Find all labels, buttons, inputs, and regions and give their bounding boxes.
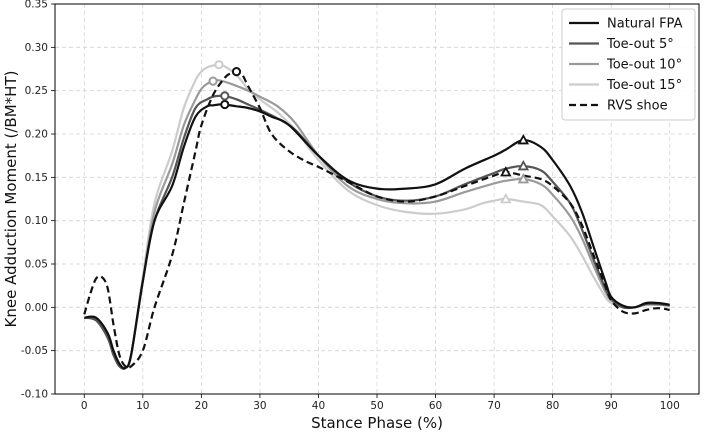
peak-markers — [208, 60, 530, 204]
y-tick-label: 0.15 — [25, 172, 48, 184]
x-tick-label: 10 — [136, 400, 149, 412]
circle-marker-toe-out-15 — [214, 60, 224, 70]
triangle-marker-toe-out-5 — [517, 160, 530, 171]
y-tick-label: -0.05 — [21, 345, 48, 357]
triangle-marker-rvs-shoe — [500, 166, 512, 177]
circle-marker-toe-out-5 — [220, 91, 230, 101]
x-axis-title: Stance Phase (%) — [311, 414, 443, 432]
y-tick-label: 0.30 — [25, 42, 48, 54]
legend: Natural FPA Toe-out 5° Toe-out 10° Toe-out … — [561, 8, 696, 121]
y-tick-label: -0.10 — [21, 389, 48, 401]
y-tick-label: 0.10 — [25, 215, 48, 227]
y-tick-label: 0.25 — [25, 85, 48, 97]
y-tick-label: 0.05 — [25, 259, 48, 271]
y-tick-label: 0.35 — [25, 0, 48, 11]
y-axis-ticks: -0.10 -0.05 0.00 0.05 0.10 0.15 0.20 0.25 0.30 0.… — [21, 0, 55, 401]
legend-label-toe-out-15: Toe-out 15° — [606, 78, 682, 93]
x-tick-label: 40 — [312, 400, 325, 412]
y-axis-title: Knee Adduction Moment (/BM*HT) — [2, 71, 20, 328]
triangle-marker-natural-fpa — [517, 134, 530, 145]
x-tick-label: 80 — [546, 400, 559, 412]
legend-label-toe-out-10: Toe-out 10° — [606, 58, 682, 73]
series-line-rvs-shoe — [83, 70, 670, 370]
x-tick-label: 30 — [253, 400, 266, 412]
x-tick-label: 50 — [370, 400, 383, 412]
x-tick-label: 100 — [660, 400, 680, 412]
x-axis-ticks: 0 10 20 30 40 50 60 70 80 90 100 — [81, 394, 680, 412]
legend-label-natural-fpa: Natural FPA — [607, 17, 683, 32]
legend-label-rvs-shoe: RVS shoe — [607, 99, 668, 114]
x-tick-label: 90 — [604, 400, 617, 412]
series-line-natural-fpa — [84, 103, 670, 370]
x-tick-label: 70 — [487, 400, 500, 412]
y-tick-label: 0.00 — [25, 302, 48, 314]
x-tick-label: 20 — [195, 400, 208, 412]
x-tick-label: 0 — [81, 400, 88, 412]
x-tick-label: 60 — [429, 400, 442, 412]
legend-box — [561, 8, 696, 121]
triangle-marker-toe-out-10 — [517, 173, 530, 184]
circle-marker-rvs-shoe — [231, 67, 242, 77]
circle-marker-natural-fpa — [220, 99, 230, 110]
legend-label-toe-out-5: Toe-out 5° — [606, 37, 674, 52]
y-tick-label: 0.20 — [25, 129, 48, 141]
triangle-marker-toe-out-15 — [500, 192, 512, 204]
circle-marker-toe-out-10 — [208, 76, 218, 86]
series-lines — [83, 63, 670, 370]
